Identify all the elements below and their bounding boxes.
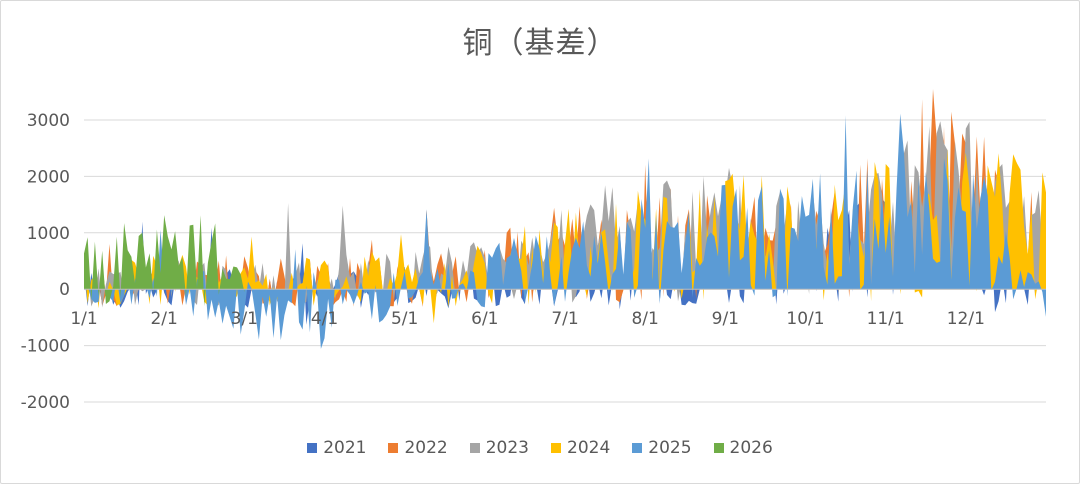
legend-label: 2023 bbox=[485, 438, 529, 458]
legend-item-2025: 2025 bbox=[632, 438, 692, 458]
y-tick-label: 3000 bbox=[27, 111, 70, 131]
x-tick-label: 1/1 bbox=[70, 309, 97, 329]
chart-legend: 2021 2022 2023 2024 2025 2026 bbox=[0, 438, 1080, 458]
series-area-2025 bbox=[84, 113, 1046, 349]
y-tick-label: 1000 bbox=[27, 224, 70, 244]
x-tick-label: 7/1 bbox=[551, 309, 578, 329]
legend-item-2022: 2022 bbox=[388, 438, 448, 458]
y-tick-label: 2000 bbox=[27, 167, 70, 187]
series-area-2026 bbox=[84, 215, 245, 307]
legend-swatch bbox=[307, 443, 318, 453]
legend-item-2023: 2023 bbox=[469, 438, 529, 458]
x-tick-label: 6/1 bbox=[471, 309, 498, 329]
y-tick-label: -1000 bbox=[21, 337, 70, 357]
legend-swatch bbox=[713, 443, 724, 453]
legend-label: 2026 bbox=[729, 438, 773, 458]
x-tick-label: 4/1 bbox=[311, 309, 338, 329]
legend-item-2026: 2026 bbox=[713, 438, 773, 458]
legend-label: 2022 bbox=[404, 438, 448, 458]
x-tick-label: 5/1 bbox=[391, 309, 418, 329]
x-tick-label: 10/1 bbox=[786, 309, 824, 329]
legend-label: 2025 bbox=[648, 438, 692, 458]
y-tick-label: -2000 bbox=[21, 393, 70, 413]
x-tick-label: 12/1 bbox=[947, 309, 985, 329]
chart-title: 铜（基差） bbox=[462, 26, 618, 61]
legend-label: 2021 bbox=[323, 438, 367, 458]
x-tick-label: 8/1 bbox=[631, 309, 658, 329]
legend-item-2021: 2021 bbox=[307, 438, 366, 458]
x-tick-label: 11/1 bbox=[867, 309, 905, 329]
legend-swatch bbox=[632, 443, 643, 453]
legend-item-2024: 2024 bbox=[551, 438, 610, 458]
x-tick-label: 3/1 bbox=[231, 309, 258, 329]
legend-swatch bbox=[469, 443, 480, 453]
x-tick-label: 9/1 bbox=[712, 309, 739, 329]
legend-swatch bbox=[551, 443, 561, 453]
y-tick-label: 0 bbox=[59, 280, 70, 300]
legend-swatch bbox=[388, 443, 399, 453]
x-tick-label: 2/1 bbox=[150, 309, 177, 329]
legend-label: 2024 bbox=[567, 438, 611, 458]
